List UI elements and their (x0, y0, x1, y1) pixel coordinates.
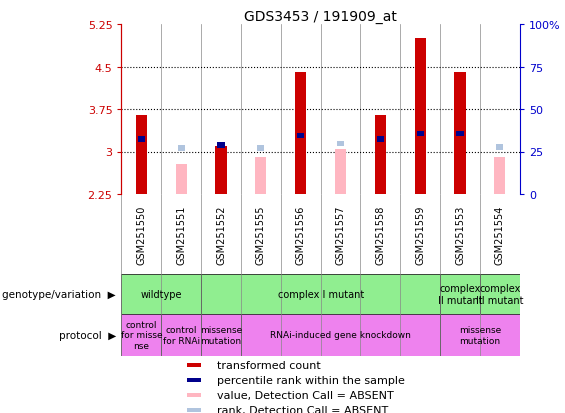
Bar (201, 314, 241, 356)
Bar (496, 145, 503, 150)
Text: GSM251559: GSM251559 (415, 205, 425, 264)
Text: control
for misse
nse: control for misse nse (120, 320, 162, 350)
Text: GSM251556: GSM251556 (295, 205, 306, 264)
Text: transformed count: transformed count (217, 360, 321, 370)
Bar (335, 150, 346, 195)
Bar (375, 115, 386, 195)
Bar (257, 146, 264, 152)
Text: missense
mutation: missense mutation (459, 325, 501, 345)
Text: complex I mutant: complex I mutant (277, 289, 364, 299)
Text: genotype/variation  ▶: genotype/variation ▶ (2, 289, 116, 299)
Bar (121, 314, 162, 356)
Bar (241, 314, 440, 356)
Bar (136, 115, 147, 195)
Text: protocol  ▶: protocol ▶ (59, 330, 116, 340)
Bar (457, 131, 464, 137)
Text: GSM251557: GSM251557 (336, 205, 346, 264)
Bar (215, 147, 227, 195)
Bar (337, 141, 344, 147)
Bar (255, 158, 267, 195)
Bar (416, 131, 424, 137)
Bar (440, 274, 480, 314)
Bar (177, 146, 185, 152)
Bar (480, 274, 520, 314)
Text: GSM251554: GSM251554 (495, 205, 505, 264)
Bar (415, 39, 426, 195)
Bar (187, 408, 201, 412)
Text: GSM251551: GSM251551 (176, 205, 186, 264)
Bar (201, 274, 440, 314)
Bar (218, 142, 225, 148)
Text: complex
II mutant: complex II mutant (438, 283, 483, 305)
Text: GSM251553: GSM251553 (455, 205, 465, 264)
Text: GSM251558: GSM251558 (375, 205, 385, 264)
Text: value, Detection Call = ABSENT: value, Detection Call = ABSENT (217, 390, 394, 400)
Text: missense
mutation: missense mutation (200, 325, 242, 345)
Text: percentile rank within the sample: percentile rank within the sample (217, 375, 405, 385)
Text: complex
III mutant: complex III mutant (476, 283, 524, 305)
Text: control
for RNAi: control for RNAi (163, 325, 200, 345)
Bar (187, 363, 201, 367)
Text: GSM251555: GSM251555 (256, 205, 266, 264)
Text: rank, Detection Call = ABSENT: rank, Detection Call = ABSENT (217, 405, 388, 413)
Text: RNAi-induced gene knockdown: RNAi-induced gene knockdown (270, 331, 411, 339)
Bar (295, 73, 306, 195)
Bar (187, 394, 201, 397)
Bar (162, 314, 201, 356)
Bar (138, 137, 145, 142)
Bar (176, 164, 187, 195)
Title: GDS3453 / 191909_at: GDS3453 / 191909_at (244, 10, 397, 24)
Bar (187, 378, 201, 382)
Bar (454, 73, 466, 195)
Bar (121, 274, 201, 314)
Bar (494, 158, 506, 195)
Bar (377, 137, 384, 142)
Bar (440, 314, 520, 356)
Text: GSM251552: GSM251552 (216, 205, 226, 264)
Text: GSM251550: GSM251550 (136, 205, 146, 264)
Text: wildtype: wildtype (141, 289, 182, 299)
Bar (297, 133, 305, 139)
